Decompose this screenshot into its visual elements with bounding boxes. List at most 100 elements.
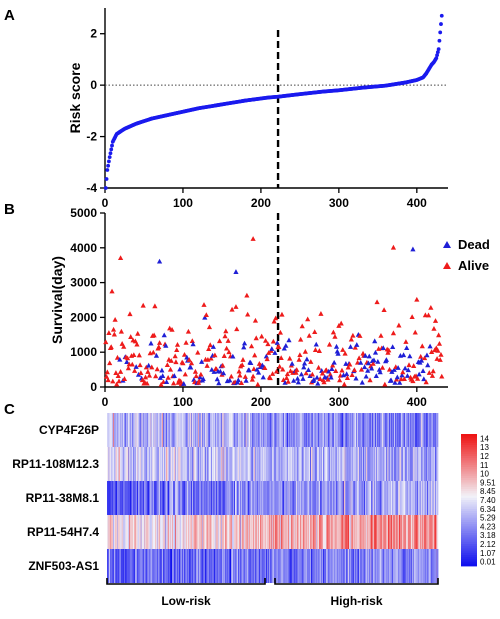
alive-point (208, 355, 214, 361)
heatmap-cell (193, 515, 195, 549)
heatmap-cell (272, 447, 274, 481)
heatmap-cell (243, 413, 245, 447)
color-bar-segment (461, 557, 477, 560)
heatmap-cell (205, 447, 207, 481)
heatmap-cell (258, 413, 260, 447)
heatmap-cell (426, 447, 428, 481)
heatmap-cell (303, 549, 306, 583)
heatmap-cell (315, 413, 317, 447)
heatmap-cell (424, 447, 426, 481)
heatmap-cell (148, 413, 150, 447)
heatmap-cell (322, 481, 324, 515)
heatmap-cell (341, 447, 343, 481)
heatmap-cell (436, 413, 438, 447)
heatmap-cell (252, 447, 254, 481)
heatmap-cell (398, 549, 400, 583)
heatmap-cell (272, 515, 274, 549)
alive-point (276, 344, 282, 349)
heatmap-cell (310, 549, 312, 583)
heatmap-cell (384, 549, 386, 583)
heatmap-cell (308, 481, 310, 515)
heatmap-cell (144, 447, 146, 481)
heatmap-cell (376, 413, 378, 447)
heatmap-cell (172, 413, 174, 447)
heatmap-cell (217, 549, 219, 583)
heatmap-cell (410, 515, 412, 549)
heatmap-cell (346, 549, 348, 583)
heatmap-cell (301, 413, 303, 447)
heatmap-cell (423, 447, 425, 481)
dead-point (319, 368, 325, 373)
heatmap-cell (221, 549, 223, 583)
heatmap-cell (328, 549, 330, 583)
heatmap-cell (325, 413, 327, 447)
heatmap-cell (113, 447, 116, 481)
heatmap-cell (115, 481, 117, 515)
alive-point (151, 332, 157, 338)
heatmap-cell (201, 413, 203, 447)
heatmap-cell (389, 481, 391, 515)
alive-point (236, 368, 242, 374)
heatmap-cell (281, 447, 283, 481)
heatmap-cell (319, 481, 321, 515)
heatmap-cell (214, 481, 216, 515)
heatmap-cell (314, 515, 316, 549)
heatmap-cell (162, 481, 165, 515)
heatmap-cell (358, 481, 360, 515)
heatmap-cell (176, 481, 178, 515)
alive-point (167, 366, 174, 372)
risk-score-point (109, 147, 114, 152)
dead-point (241, 344, 247, 350)
heatmap-cell (234, 549, 237, 583)
heatmap-row-label: ZNF503-AS1 (28, 559, 99, 573)
heatmap-cell (326, 549, 329, 583)
heatmap-cell (167, 515, 169, 549)
heatmap-cell (303, 413, 305, 447)
heatmap-cell (136, 515, 138, 549)
heatmap-cell (287, 447, 289, 481)
heatmap-cell (196, 413, 198, 447)
heatmap-cell (190, 447, 192, 481)
heatmap-cell (346, 447, 348, 481)
heatmap-cell (230, 413, 232, 447)
heatmap-cell (155, 447, 157, 481)
heatmap-cell (228, 515, 230, 549)
heatmap-cell (356, 515, 358, 549)
heatmap-cell (191, 447, 193, 481)
heatmap-cell (257, 481, 260, 515)
dead-point (133, 364, 139, 369)
heatmap-cell (122, 515, 124, 549)
heatmap-cell (397, 447, 399, 481)
heatmap-cell (230, 515, 232, 549)
dead-point (353, 375, 359, 381)
heatmap-cell (356, 447, 358, 481)
heatmap-cell (392, 549, 394, 583)
alive-point (104, 369, 110, 375)
heatmap-cell (118, 447, 120, 481)
heatmap-cell (183, 549, 185, 583)
heatmap-cell (345, 447, 347, 481)
heatmap-cell (431, 515, 433, 549)
heatmap-cell (428, 447, 430, 481)
heatmap-cell (149, 481, 152, 515)
heatmap-cell (231, 549, 233, 583)
alive-point (134, 341, 140, 347)
dead-point (404, 373, 411, 378)
heatmap-cell (206, 549, 208, 583)
alive-point (302, 348, 308, 354)
heatmap-cell (349, 515, 351, 549)
heatmap-cell (234, 481, 236, 515)
heatmap-cell (374, 413, 376, 447)
heatmap-cell (185, 413, 187, 447)
heatmap-cell (286, 481, 288, 515)
heatmap-cell (431, 481, 433, 515)
heatmap-cell (378, 447, 380, 481)
heatmap-row-label: RP11-54H7.4 (27, 525, 99, 539)
heatmap-cell (299, 413, 301, 447)
heatmap-cell (320, 413, 322, 447)
heatmap-cell (234, 549, 236, 583)
heatmap-cell (145, 413, 147, 447)
alive-point (201, 302, 207, 307)
heatmap-cell (110, 447, 112, 481)
alive-point (428, 305, 434, 310)
